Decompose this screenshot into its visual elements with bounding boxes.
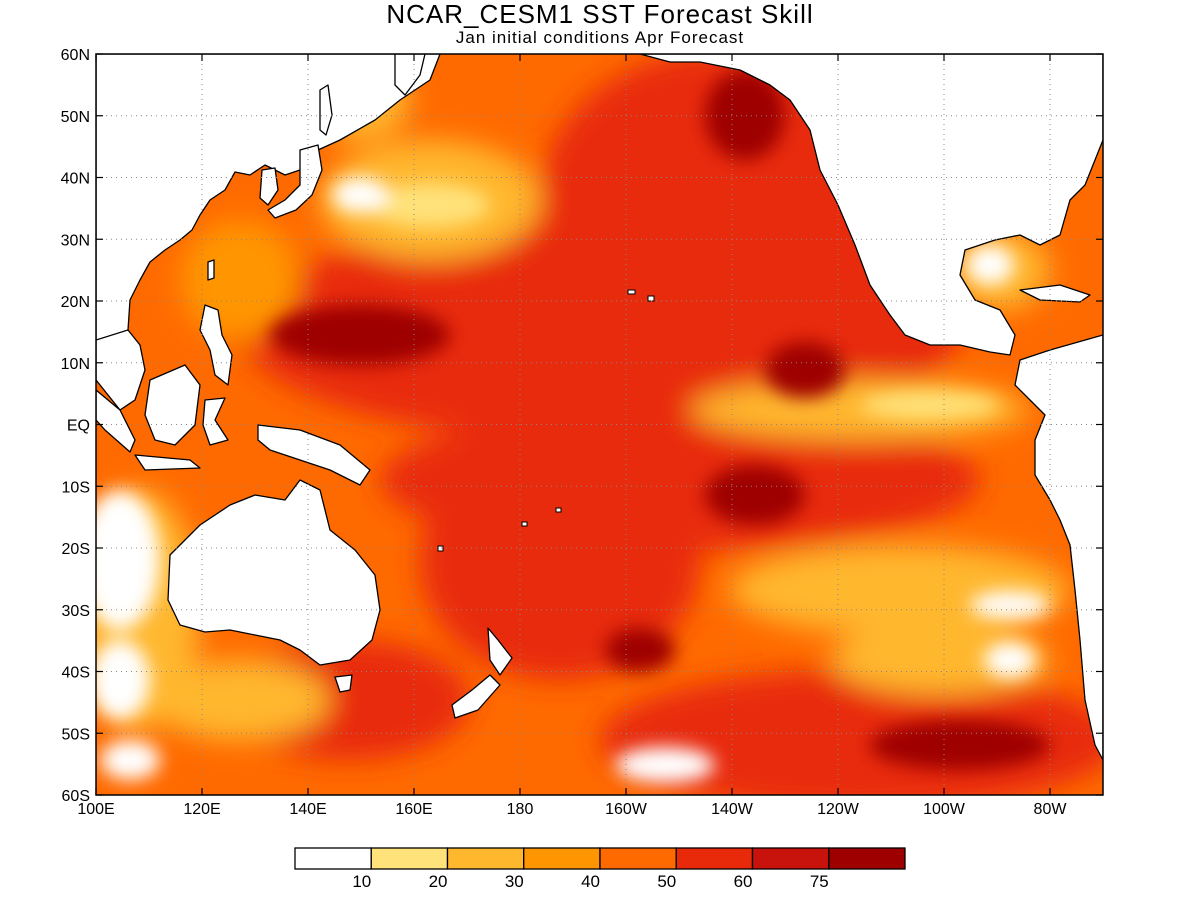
x-tick-label: 120W (817, 801, 860, 818)
y-tick-label: 10S (62, 479, 90, 496)
chart-subtitle: Jan initial conditions Apr Forecast (455, 28, 745, 47)
land-north-america (639, 54, 1103, 356)
land-caribbean (1019, 284, 1091, 303)
colorbar-swatch (294, 847, 372, 870)
x-tick-label: 160E (395, 801, 432, 818)
x-tick-label: 140W (711, 801, 754, 818)
colorbar-label: 50 (657, 872, 676, 891)
land-asia (96, 54, 441, 351)
land-new-zealand-south (451, 674, 501, 719)
colorbar-swatch (675, 847, 754, 870)
land-kamchatka (394, 54, 426, 96)
x-tick-label: 100E (77, 801, 114, 818)
y-tick-label: EQ (67, 418, 90, 435)
land-japan (267, 144, 323, 219)
colorbar: 10 20 30 40 50 60 75 (294, 847, 906, 891)
x-tick-label: 120E (183, 801, 220, 818)
land-samoa (521, 521, 528, 527)
colorbar-label: 30 (505, 872, 524, 891)
land-korea (259, 167, 279, 206)
colorbar-swatch (599, 847, 677, 870)
colorbar-swatch (446, 847, 525, 870)
land-hawaii-big (647, 295, 655, 302)
land-hawaii (627, 289, 636, 295)
land-tasmania (334, 674, 353, 693)
y-axis: 60N 50N 40N 30N 20N 10N EQ 10S 20S 30S 40S 50S 60S (61, 47, 1103, 805)
x-tick-label: 140E (289, 801, 326, 818)
land-new-guinea (257, 424, 371, 486)
colorbar-label: 40 (581, 872, 600, 891)
colorbar-label: 75 (810, 872, 829, 891)
land-fiji (555, 507, 562, 513)
land-south-america (1014, 334, 1103, 761)
land-indochina (96, 329, 146, 411)
colorbar-swatch (828, 847, 906, 870)
y-tick-label: 20N (61, 294, 90, 311)
land-vanuatu (437, 545, 444, 552)
y-tick-label: 50S (62, 726, 90, 743)
land-australia (167, 479, 381, 666)
x-tick-label: 180 (507, 801, 534, 818)
colorbar-swatch (370, 847, 449, 870)
y-tick-label: 40S (62, 665, 90, 682)
y-tick-label: 60N (61, 47, 90, 64)
land-java (134, 454, 201, 471)
x-axis: 100E 120E 140E 160E 180 160W 140W 120W 100W 80W (77, 54, 1067, 818)
colorbar-swatch (751, 847, 830, 870)
y-tick-label: 40N (61, 171, 90, 188)
land-masses (96, 54, 1103, 761)
y-tick-label: 60S (62, 788, 90, 805)
land-sulawesi (202, 397, 229, 446)
grid-lines (96, 54, 1103, 795)
small-islands (437, 289, 655, 552)
y-tick-label: 10N (61, 356, 90, 373)
chart-title: NCAR_CESM1 SST Forecast Skill (386, 0, 814, 29)
land-new-zealand-north (487, 627, 513, 676)
x-tick-label: 100W (923, 801, 966, 818)
land-taiwan (207, 259, 215, 281)
y-tick-label: 30N (61, 232, 90, 249)
land-philippines (199, 304, 233, 386)
y-tick-label: 50N (61, 109, 90, 126)
colorbar-swatch (523, 847, 601, 870)
x-tick-label: 160W (605, 801, 648, 818)
land-sumatra (96, 389, 136, 453)
colorbar-label: 20 (429, 872, 448, 891)
colorbar-label: 60 (734, 872, 753, 891)
land-sakhalin (319, 84, 333, 136)
x-tick-label: 80W (1034, 801, 1068, 818)
y-tick-label: 30S (62, 603, 90, 620)
colorbar-label: 10 (352, 872, 371, 891)
y-tick-label: 20S (62, 541, 90, 558)
